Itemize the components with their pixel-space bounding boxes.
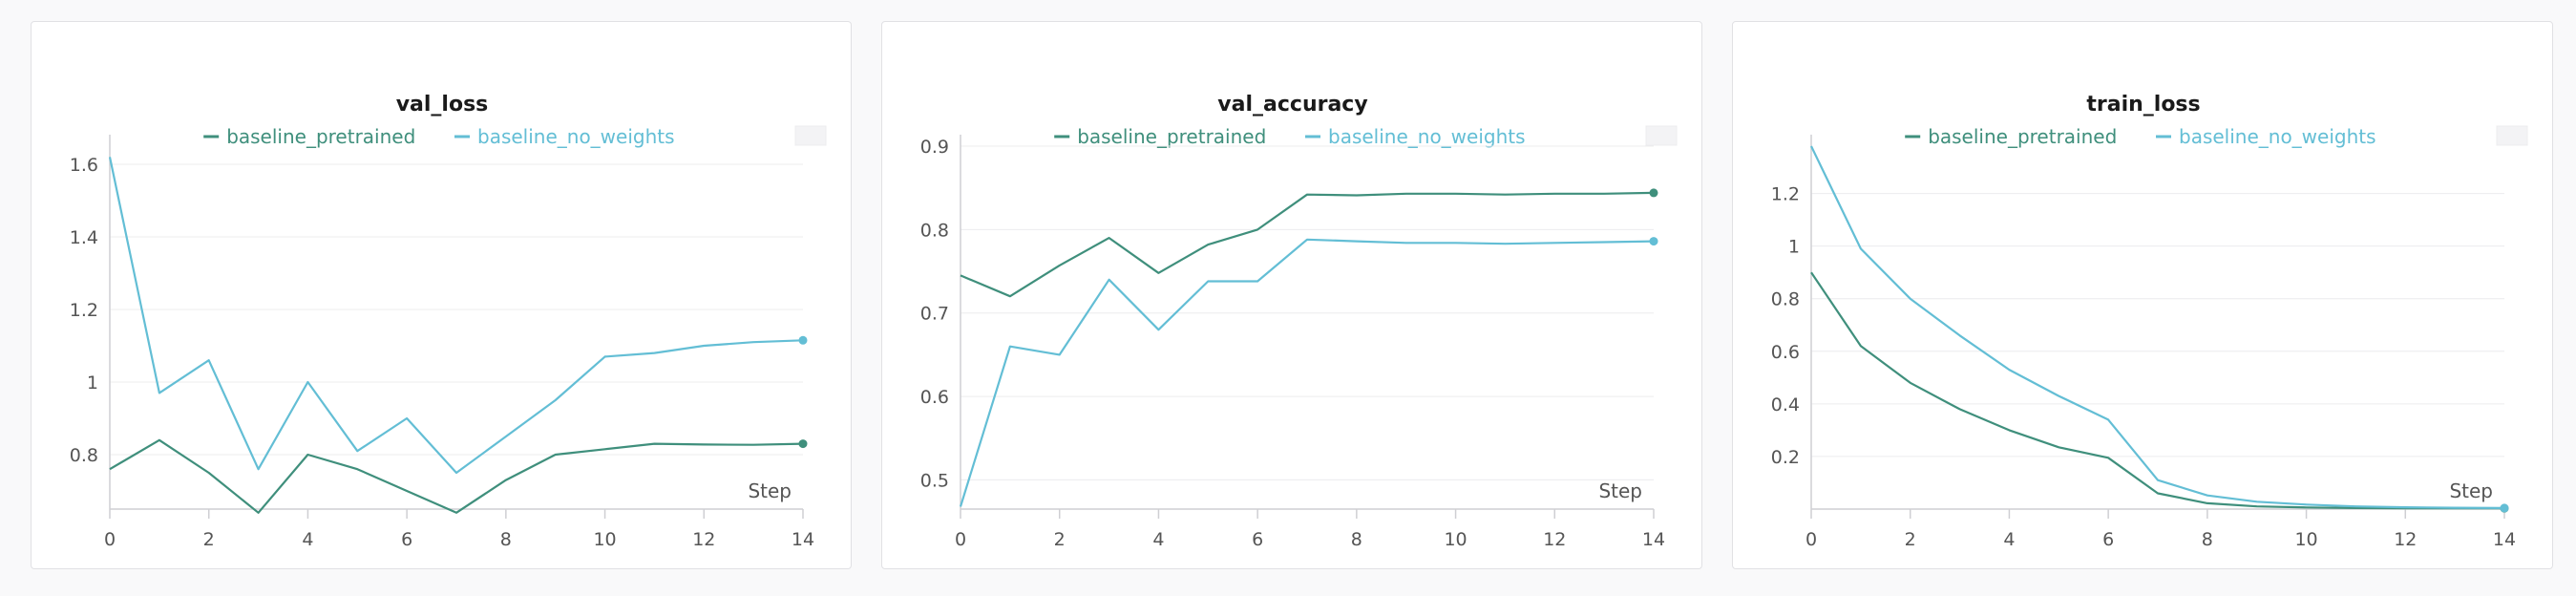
y-tick-label: 0.9 bbox=[920, 137, 949, 158]
series-line-baseline_pretrained[interactable] bbox=[1810, 271, 2504, 510]
x-tick-label: 4 bbox=[1152, 529, 1164, 550]
chart-panel-train-loss: train_loss baseline_pretrained baseline_no… bbox=[1732, 21, 2553, 569]
series-line-baseline_no_weights[interactable] bbox=[108, 157, 804, 475]
x-axis-label: Step bbox=[748, 479, 792, 502]
series-endpoint-baseline_no_weights bbox=[2500, 503, 2509, 513]
chart-panel-val-loss: val_loss baseline_pretrained baseline_no_w… bbox=[31, 21, 852, 569]
x-tick-label: 10 bbox=[1444, 529, 1467, 550]
x-tick-label: 12 bbox=[2394, 529, 2417, 550]
x-tick-label: 2 bbox=[1054, 529, 1066, 550]
x-tick-label: 12 bbox=[1543, 529, 1566, 550]
y-tick-label: 0.8 bbox=[920, 220, 949, 241]
x-tick-label: 8 bbox=[500, 529, 512, 550]
y-tick-label: 0.8 bbox=[1771, 289, 1800, 310]
chart-menu-button[interactable] bbox=[2496, 125, 2528, 146]
chart-menu-button[interactable] bbox=[794, 125, 827, 146]
y-tick-label: 1.2 bbox=[70, 300, 98, 321]
x-axis-label: Step bbox=[1598, 479, 1642, 502]
y-tick-label: 1.6 bbox=[70, 155, 98, 176]
chart-title: val_accuracy bbox=[1217, 93, 1367, 117]
x-tick-label: 6 bbox=[2102, 529, 2114, 550]
y-tick-label: 0.6 bbox=[1771, 342, 1800, 363]
x-tick-label: 0 bbox=[955, 529, 966, 550]
x-tick-label: 8 bbox=[2202, 529, 2213, 550]
series-line-baseline_pretrained[interactable] bbox=[960, 191, 1655, 298]
legend-label-baseline_no_weights: baseline_no_weights bbox=[2179, 125, 2376, 148]
x-tick-label: 10 bbox=[593, 529, 616, 550]
chart-svg-val-loss: val_loss baseline_pretrained baseline_no_w… bbox=[70, 93, 827, 550]
legend-label-baseline_pretrained: baseline_pretrained bbox=[1928, 125, 2117, 148]
legend-label-baseline_pretrained: baseline_pretrained bbox=[226, 125, 415, 148]
series-line-baseline_pretrained[interactable] bbox=[109, 438, 804, 514]
x-tick-label: 14 bbox=[1642, 529, 1665, 550]
legend: baseline_pretrained baseline_no_weights bbox=[1054, 125, 1526, 148]
legend: baseline_pretrained baseline_no_weights bbox=[203, 125, 675, 148]
x-tick-label: 6 bbox=[401, 529, 412, 550]
series-endpoint-baseline_pretrained bbox=[798, 439, 808, 449]
y-tick-label: 1 bbox=[87, 372, 98, 394]
x-tick-label: 0 bbox=[1805, 529, 1817, 550]
series-endpoint-baseline_no_weights bbox=[1649, 237, 1658, 246]
x-tick-label: 14 bbox=[792, 529, 814, 550]
y-tick-label: 0.4 bbox=[1771, 394, 1800, 415]
y-tick-label: 1.4 bbox=[70, 227, 98, 248]
x-tick-label: 8 bbox=[1351, 529, 1362, 550]
y-tick-label: 0.8 bbox=[70, 445, 98, 466]
series-endpoint-baseline_pretrained bbox=[1649, 188, 1658, 198]
legend-label-baseline_no_weights: baseline_no_weights bbox=[477, 125, 675, 148]
x-tick-label: 0 bbox=[104, 529, 116, 550]
legend-label-baseline_no_weights: baseline_no_weights bbox=[1328, 125, 1526, 148]
chart-panel-val-accuracy: val_accuracy baseline_pretrained baseline_… bbox=[881, 21, 1702, 569]
x-tick-label: 14 bbox=[2493, 529, 2516, 550]
x-tick-label: 10 bbox=[2294, 529, 2317, 550]
y-tick-label: 0.6 bbox=[920, 387, 949, 408]
y-tick-label: 0.2 bbox=[1771, 447, 1800, 468]
legend: baseline_pretrained baseline_no_weights bbox=[1905, 125, 2376, 148]
series-line-baseline_no_weights[interactable] bbox=[1810, 145, 2505, 509]
y-tick-label: 0.5 bbox=[920, 470, 949, 491]
series-endpoint-baseline_no_weights bbox=[798, 335, 808, 345]
x-tick-label: 4 bbox=[2003, 529, 2015, 550]
chart-menu-button[interactable] bbox=[1645, 125, 1678, 146]
y-tick-label: 1 bbox=[1788, 237, 1800, 258]
legend-label-baseline_pretrained: baseline_pretrained bbox=[1077, 125, 1266, 148]
y-tick-label: 1.2 bbox=[1771, 184, 1800, 205]
x-tick-label: 2 bbox=[203, 529, 215, 550]
x-axis-label: Step bbox=[2449, 479, 2493, 502]
x-tick-label: 6 bbox=[1252, 529, 1263, 550]
chart-title: val_loss bbox=[396, 93, 489, 117]
x-tick-label: 2 bbox=[1905, 529, 1916, 550]
chart-svg-train-loss: train_loss baseline_pretrained baseline_no… bbox=[1771, 93, 2528, 550]
y-tick-label: 0.7 bbox=[920, 304, 949, 325]
chart-title: train_loss bbox=[2086, 93, 2200, 117]
series-line-baseline_no_weights[interactable] bbox=[959, 238, 1655, 507]
x-tick-label: 4 bbox=[302, 529, 313, 550]
x-tick-label: 12 bbox=[692, 529, 715, 550]
